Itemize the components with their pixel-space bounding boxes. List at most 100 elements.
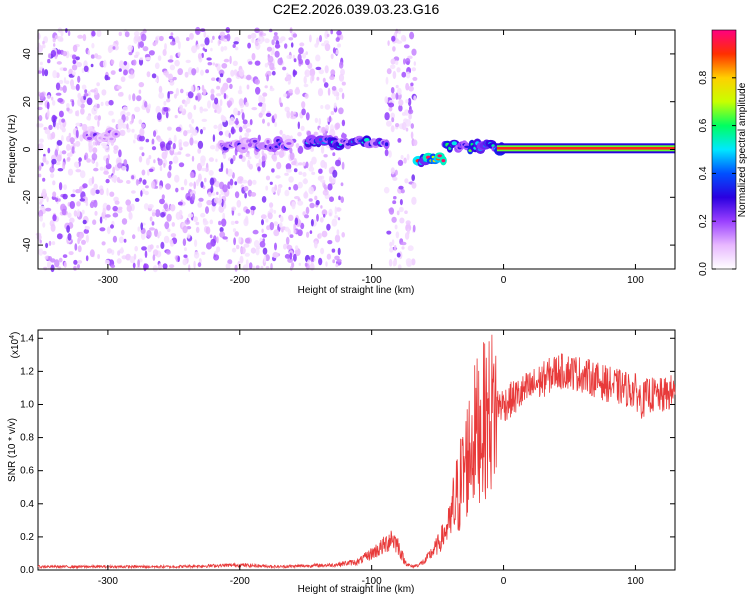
spectrogram-speckle bbox=[305, 161, 309, 169]
spectrogram-speckle bbox=[52, 191, 57, 198]
spectrogram-speckle bbox=[142, 46, 149, 52]
spectrogram-speckle bbox=[259, 32, 263, 36]
spectrogram-speckle bbox=[170, 204, 176, 212]
spectrogram-speckle bbox=[265, 112, 272, 117]
spectrogram-speckle bbox=[297, 200, 304, 206]
spectrogram-speckle bbox=[273, 229, 280, 237]
spectrogram-speckle bbox=[341, 161, 345, 170]
spectrogram-speckle bbox=[153, 130, 157, 138]
spectrogram-speckle bbox=[411, 258, 416, 266]
spectrogram-speckle bbox=[200, 212, 206, 218]
spectrogram-speckle bbox=[52, 118, 56, 128]
spectrogram-speckle bbox=[186, 96, 191, 105]
spectrogram-speckle bbox=[288, 176, 294, 183]
spectrogram-speckle bbox=[321, 230, 328, 238]
spectrogram-speckle bbox=[397, 138, 402, 143]
spectrogram-speckle bbox=[391, 35, 396, 42]
spectrogram-speckle bbox=[56, 61, 62, 65]
spectrogram-speckle bbox=[286, 54, 293, 60]
spectrogram-speckle bbox=[142, 179, 147, 185]
spectrogram-speckle bbox=[112, 235, 117, 243]
spectrogram-speckle bbox=[71, 54, 77, 60]
spectrogram-speckle bbox=[336, 30, 342, 36]
spectrogram-speckle bbox=[180, 186, 185, 191]
spectrogram-speckle bbox=[84, 89, 88, 94]
spectrogram-speckle bbox=[180, 88, 184, 94]
spectrogram-speckle bbox=[99, 227, 106, 232]
spectrogram-speckle bbox=[271, 47, 275, 54]
spectrogram-speckle bbox=[304, 262, 308, 267]
spectrogram-speckle bbox=[261, 106, 267, 113]
spectrogram-speckle bbox=[335, 207, 342, 212]
spectrogram-speckle bbox=[205, 69, 210, 74]
spectrogram-speckle bbox=[207, 191, 212, 197]
spectrogram-speckle bbox=[298, 47, 304, 55]
spectrogram-speckle bbox=[388, 102, 395, 108]
spectrogram-speckle bbox=[83, 65, 89, 73]
spectrogram-speckle bbox=[99, 188, 105, 196]
spectrogram-speckle bbox=[285, 163, 292, 171]
spectrogram-speckle bbox=[335, 96, 340, 101]
spectrogram-speckle bbox=[292, 69, 296, 78]
spectrogram-speckle bbox=[236, 244, 240, 250]
spectrogram-speckle bbox=[69, 201, 76, 209]
spectrogram-speckle bbox=[195, 95, 198, 101]
spectrogram-speckle bbox=[109, 191, 115, 197]
spectrogram-speckle bbox=[293, 58, 297, 63]
spectrogram-speckle bbox=[157, 157, 160, 162]
spectrogram-speckle bbox=[39, 61, 43, 66]
spectrogram-speckle bbox=[73, 210, 78, 217]
spectrogram-speckle bbox=[67, 156, 71, 161]
spectrogram-speckle bbox=[391, 117, 395, 123]
spectrogram-speckle bbox=[294, 196, 300, 200]
spectrogram-speckle bbox=[62, 85, 67, 93]
spectrogram-speckle bbox=[74, 161, 79, 168]
spectrogram-speckle bbox=[202, 91, 207, 96]
spectrogram-speckle bbox=[125, 115, 129, 121]
spectrogram-speckle bbox=[188, 264, 191, 273]
spectrogram-speckle bbox=[170, 233, 177, 238]
spectrogram-speckle bbox=[107, 45, 113, 54]
spectrogram-speckle bbox=[167, 228, 171, 232]
spectrogram-speckle bbox=[187, 213, 194, 218]
spectrogram-speckle bbox=[235, 46, 239, 51]
spectrogram-speckle bbox=[187, 91, 194, 99]
spectrogram-speckle bbox=[92, 219, 97, 225]
spectrogram-speckle bbox=[117, 92, 124, 97]
spectrogram-speckle bbox=[45, 242, 49, 249]
spectrogram-speckle bbox=[151, 212, 156, 217]
spectrogram-speckle bbox=[155, 37, 159, 45]
spectrogram-speckle bbox=[217, 124, 221, 132]
spectrogram-speckle bbox=[204, 48, 208, 53]
spectrogram-speckle bbox=[38, 248, 44, 256]
spectrogram-speckle bbox=[303, 178, 308, 185]
spectrogram-speckle bbox=[39, 201, 43, 205]
spectrogram-speckle bbox=[169, 160, 173, 165]
spectrogram-speckle bbox=[90, 89, 97, 93]
spectrogram-speckle bbox=[177, 68, 183, 76]
spectrogram-speckle bbox=[216, 236, 219, 244]
spectrogram-speckle bbox=[314, 43, 319, 48]
spectrogram-speckle bbox=[124, 31, 130, 38]
spectrogram-speckle bbox=[219, 31, 226, 38]
spectrogram-speckle bbox=[320, 145, 325, 154]
spectrogram-speckle bbox=[392, 176, 398, 181]
spectrogram-speckle bbox=[278, 150, 285, 158]
spectrogram-speckle bbox=[383, 186, 390, 194]
spectrogram-speckle bbox=[38, 173, 42, 178]
spectrogram-speckle bbox=[309, 202, 315, 209]
spectrogram-speckle bbox=[200, 158, 206, 167]
spectrogram-speckle bbox=[390, 167, 395, 175]
spectrogram-speckle bbox=[208, 170, 214, 176]
spectrogram-speckle bbox=[329, 175, 332, 183]
spectrogram-speckle bbox=[273, 113, 278, 120]
spectrogram-speckle bbox=[131, 116, 135, 124]
snr-scale-factor: (x104) bbox=[9, 332, 21, 359]
spectrogram-line-core bbox=[496, 147, 675, 150]
spectrogram-speckle bbox=[245, 123, 252, 127]
spectrogram-speckle bbox=[55, 82, 61, 91]
spectrogram-speckle bbox=[241, 179, 248, 184]
spectrogram-speckle bbox=[184, 100, 188, 107]
spectrogram-speckle bbox=[320, 179, 326, 183]
spectrogram-blob-core bbox=[437, 154, 443, 158]
